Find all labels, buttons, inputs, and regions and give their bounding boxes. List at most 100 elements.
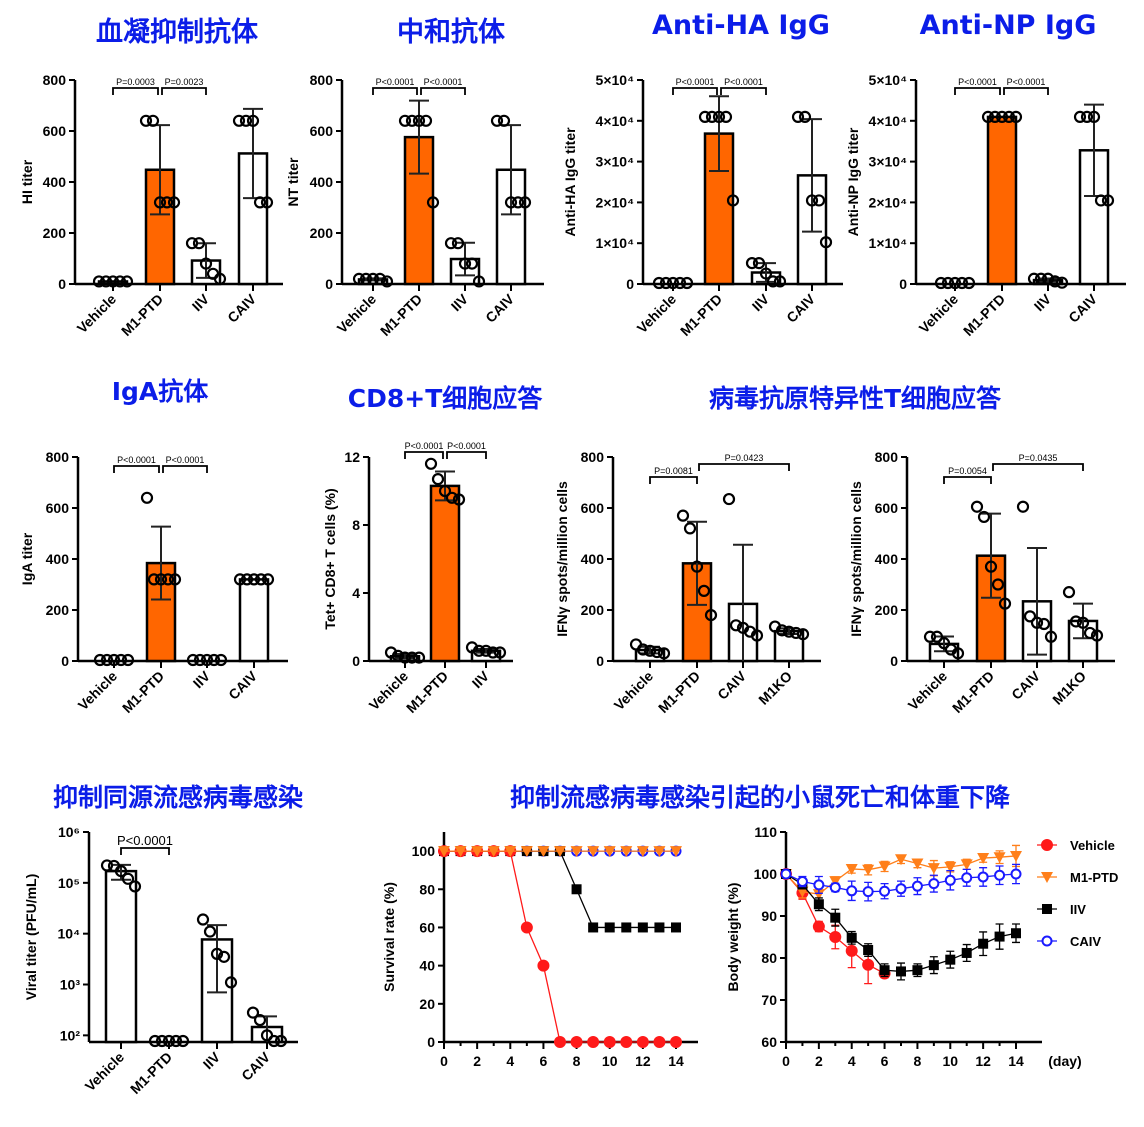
data-point (928, 878, 940, 890)
y-tick-label: 5×10⁴ (596, 72, 635, 88)
data-point (207, 653, 221, 667)
data-point (472, 275, 486, 288)
data-point (1016, 500, 1030, 513)
y-axis-label: HI titer (19, 159, 35, 204)
data-point (373, 272, 387, 285)
x-tick-label: IIV (200, 1048, 224, 1072)
data-point (247, 573, 261, 586)
data-point (796, 628, 810, 641)
data-point (895, 883, 907, 895)
data-point (805, 194, 819, 207)
section-title-iga: IgA抗体 (111, 377, 209, 406)
data-point (991, 578, 1005, 591)
data-point (845, 944, 858, 957)
y-tick-label: 600 (875, 500, 899, 516)
data-point (176, 1034, 190, 1048)
data-point (766, 275, 780, 288)
data-point (232, 114, 246, 127)
section-title-hi: 血凝抑制抗体 (96, 17, 258, 48)
data-point (554, 846, 566, 858)
y-tick-label: 0 (899, 276, 907, 292)
data-point (233, 573, 247, 586)
bar (104, 869, 138, 1044)
p-value-label: P=0.0003 (116, 77, 155, 87)
data-point (1062, 586, 1076, 599)
data-point (1073, 110, 1087, 123)
data-point (829, 931, 842, 943)
y-tick-label: 200 (581, 602, 605, 618)
data-point (961, 872, 973, 884)
significance-bracket (372, 87, 418, 95)
data-point (154, 573, 168, 586)
x-tick-label: Vehicle (82, 1049, 128, 1095)
data-point (604, 922, 615, 933)
data-point (254, 573, 268, 586)
data-point (479, 644, 493, 657)
data-point (140, 491, 154, 504)
data-point (791, 110, 805, 123)
data-point (1037, 617, 1051, 631)
y-tick-label: 4×10⁴ (869, 113, 908, 129)
x-tick-label: 0 (782, 1053, 790, 1069)
data-point (945, 954, 956, 965)
data-point (253, 1013, 267, 1027)
y-tick-label: 80 (761, 950, 777, 966)
series-iiv (439, 846, 681, 933)
data-point (398, 114, 412, 127)
data-point (1048, 275, 1062, 288)
x-tick-label: 12 (635, 1053, 651, 1069)
data-point (1041, 272, 1055, 285)
y-tick-label: 0 (890, 653, 898, 669)
data-point (419, 114, 433, 127)
x-tick-label: M1-PTD (403, 668, 451, 716)
data-point (683, 522, 697, 535)
y-tick-label: 10² (60, 1027, 81, 1043)
legend-marker (1041, 935, 1053, 947)
data-point (978, 938, 989, 949)
data-point (862, 864, 875, 876)
y-tick-label: 400 (46, 551, 70, 567)
data-point (680, 276, 694, 290)
data-point (977, 510, 991, 524)
data-point (620, 1036, 633, 1048)
y-tick-label: 0 (626, 276, 634, 292)
y-tick-label: 20 (419, 996, 435, 1012)
data-point (1009, 110, 1023, 123)
x-tick-label: 0 (440, 1053, 448, 1069)
data-point (384, 646, 398, 659)
data-point (274, 1034, 288, 1048)
data-point (246, 114, 260, 127)
data-point (845, 863, 858, 875)
data-point (1083, 626, 1097, 640)
data-point (670, 846, 682, 858)
data-point (650, 645, 664, 659)
data-point (121, 872, 135, 885)
y-tick-label: 4×10⁴ (596, 113, 635, 129)
y-tick-label: 2×10⁴ (869, 194, 908, 210)
data-point (621, 922, 632, 933)
y-tick-label: 0 (427, 1034, 435, 1050)
x-tick-label: M1-PTD (118, 291, 166, 339)
y-tick-label: 200 (43, 225, 67, 241)
data-point (962, 276, 976, 290)
data-point (722, 492, 736, 506)
x-tick-label: 10 (942, 1053, 958, 1069)
y-axis-label: IgA titer (19, 532, 35, 585)
data-point (819, 236, 833, 249)
data-point (1076, 616, 1090, 629)
y-tick-label: 100 (412, 843, 436, 859)
data-point (829, 876, 842, 888)
data-point (587, 846, 600, 858)
data-point (214, 653, 228, 667)
significance-bracket (120, 847, 170, 855)
data-point (812, 889, 825, 901)
data-point (948, 276, 962, 290)
data-point (146, 114, 160, 127)
data-point (750, 629, 764, 642)
x-tick-label: 14 (1008, 1053, 1024, 1069)
data-point (988, 110, 1002, 123)
significance-bracket (1003, 87, 1049, 95)
data-point (210, 947, 224, 961)
data-point (472, 644, 486, 657)
